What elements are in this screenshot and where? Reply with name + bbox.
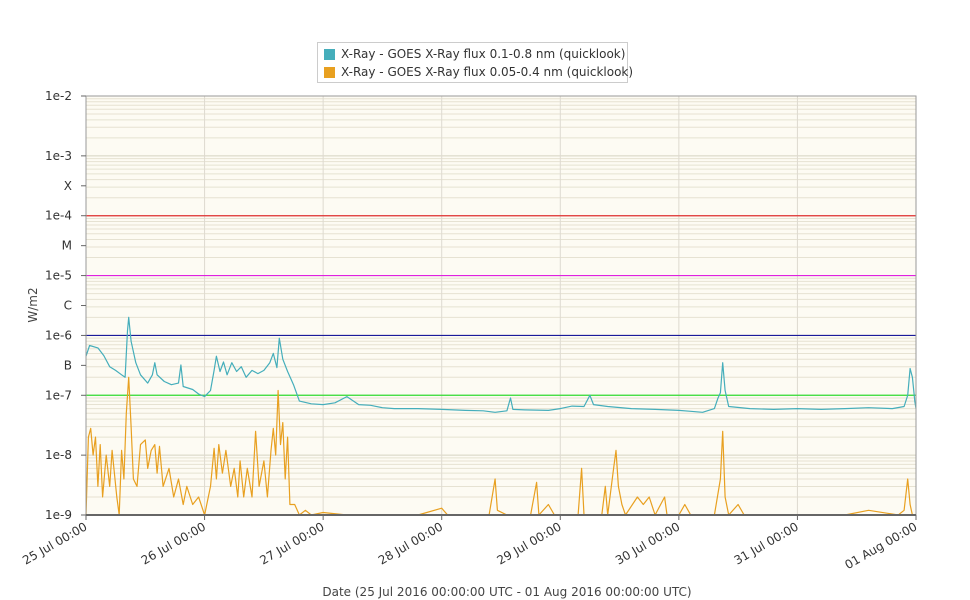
y-tick-label: M	[62, 239, 72, 253]
y-tick-label: 1e-8	[45, 448, 72, 462]
y-axis-ticks: 1e-2 1e-3 X 1e-4 M 1e-5 C 1e-6 B 1e-7 1e-8 1e-9	[45, 89, 86, 522]
y-tick-label: 1e-3	[45, 149, 72, 163]
x-tick-label: 28 Jul 00:00	[376, 519, 445, 567]
legend-item-long-band[interactable]: X-Ray - GOES X-Ray flux 0.05-0.4 nm (qui…	[324, 64, 633, 80]
series-line-short-band	[85, 316, 917, 413]
x-axis-ticks: 25 Jul 00:00 26 Jul 00:00 27 Jul 00:00 28 J…	[20, 515, 920, 572]
y-tick-label: C	[64, 299, 72, 313]
x-tick-label: 29 Jul 00:00	[494, 519, 563, 567]
flare-class-lines	[86, 215, 916, 396]
x-tick-label: 31 Jul 00:00	[732, 519, 801, 567]
y-tick-label: 1e-7	[45, 388, 72, 402]
y-tick-label: 1e-5	[45, 269, 72, 283]
x-axis-label: Date (25 Jul 2016 00:00:00 UTC - 01 Aug …	[322, 585, 691, 599]
y-tick-label: 1e-6	[45, 328, 72, 342]
y-tick-label: 1e-2	[45, 89, 72, 103]
minor-grid	[86, 98, 916, 498]
y-tick-label: 1e-9	[45, 508, 72, 522]
legend: X-Ray - GOES X-Ray flux 0.1-0.8 nm (quic…	[317, 42, 633, 83]
legend-label: X-Ray - GOES X-Ray flux 0.1-0.8 nm (quic…	[341, 47, 626, 61]
x-tick-label: 26 Jul 00:00	[139, 519, 208, 567]
series-swatch-icon	[324, 48, 335, 60]
plot-background	[86, 96, 916, 515]
y-tick-label: B	[64, 358, 72, 372]
legend-item-short-band[interactable]: X-Ray - GOES X-Ray flux 0.1-0.8 nm (quic…	[324, 46, 625, 62]
x-tick-label: 27 Jul 00:00	[257, 519, 326, 567]
y-tick-label: X	[64, 179, 72, 193]
legend-label: X-Ray - GOES X-Ray flux 0.05-0.4 nm (qui…	[341, 65, 634, 79]
series-swatch-icon	[324, 66, 335, 78]
y-axis-label: W/m2	[26, 287, 40, 322]
x-tick-label: 25 Jul 00:00	[20, 519, 89, 567]
x-tick-label: 01 Aug 00:00	[842, 519, 919, 572]
x-tick-label: 30 Jul 00:00	[613, 519, 682, 567]
y-tick-label: 1e-4	[45, 209, 72, 223]
